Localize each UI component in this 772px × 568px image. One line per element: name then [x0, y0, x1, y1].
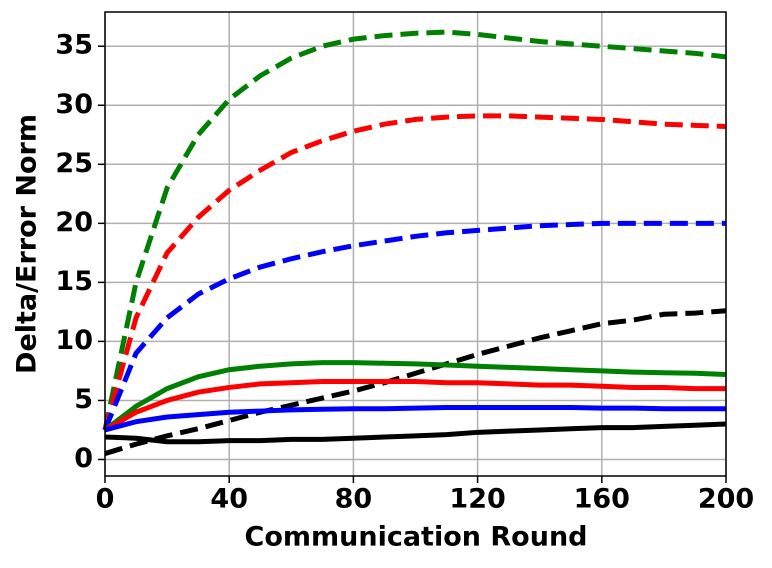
series-line	[102, 113, 727, 431]
plot-frame	[104, 11, 727, 477]
series-line	[103, 360, 727, 432]
x-tick-label: 160	[574, 484, 630, 515]
x-axis-label: Communication Round	[245, 522, 588, 553]
series-line	[102, 220, 726, 431]
x-tick-label: 0	[96, 484, 115, 515]
y-tick-label: 25	[55, 148, 93, 179]
y-tick-label: 0	[74, 443, 93, 474]
series-line	[102, 29, 727, 431]
y-tick-label: 35	[55, 30, 93, 61]
y-tick-label: 30	[55, 89, 93, 120]
series-line	[104, 405, 726, 433]
x-tick-label: 80	[335, 484, 373, 515]
x-tick-label: 40	[210, 484, 248, 515]
series-line	[104, 308, 727, 456]
y-tick-label: 20	[55, 207, 93, 238]
y-tick-label: 15	[55, 266, 93, 297]
y-axis-label: Delta/Error Norm	[12, 114, 43, 374]
series-line	[104, 421, 727, 445]
y-tick-label: 5	[74, 384, 93, 415]
x-tick-label: 200	[698, 484, 754, 515]
y-tick-label: 10	[55, 325, 93, 356]
x-tick-label: 120	[449, 484, 505, 515]
series-line	[103, 379, 726, 433]
